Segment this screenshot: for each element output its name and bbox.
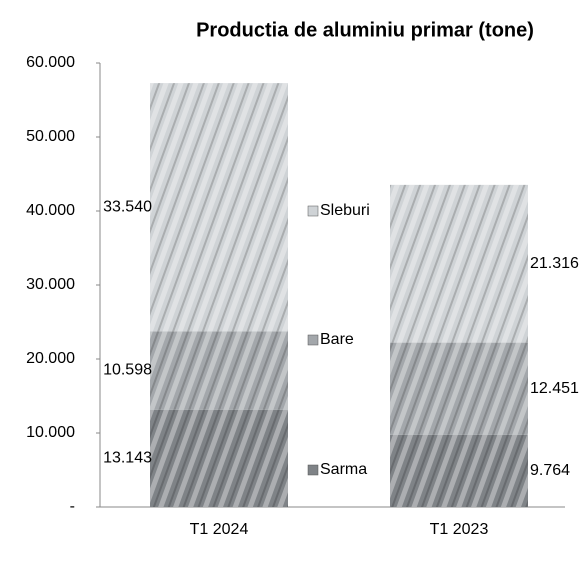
bar-texture <box>150 331 288 409</box>
y-tick-label: 50.000 <box>26 128 75 145</box>
legend-swatch <box>308 465 318 475</box>
legend-swatch <box>308 335 318 345</box>
y-tick-label: - <box>70 498 75 515</box>
data-label: 13.143 <box>103 450 152 467</box>
page: Productia de aluminiu primar (tone) - 10.… <box>0 0 582 566</box>
legend-label: Sarma <box>320 461 367 478</box>
x-tick-label: T1 2023 <box>430 521 489 538</box>
bar-texture <box>390 343 528 435</box>
y-tick-label: 20.000 <box>26 350 75 367</box>
bar-texture <box>390 185 528 343</box>
legend-label: Sleburi <box>320 202 370 219</box>
data-label: 21.316 <box>530 255 579 272</box>
y-tick-label: 40.000 <box>26 202 75 219</box>
bar-texture <box>150 410 288 507</box>
data-label: 10.598 <box>103 362 152 379</box>
y-tick-label: 60.000 <box>26 54 75 71</box>
y-tick-label: 10.000 <box>26 424 75 441</box>
data-label: 9.764 <box>530 462 570 479</box>
data-label: 33.540 <box>103 198 152 215</box>
y-tick-label: 30.000 <box>26 276 75 293</box>
legend-swatch <box>308 206 318 216</box>
bar-texture <box>390 435 528 507</box>
data-label: 12.451 <box>530 380 579 397</box>
chart: Productia de aluminiu primar (tone) - 10.… <box>0 0 582 566</box>
chart-title: Productia de aluminiu primar (tone) <box>196 19 534 41</box>
legend-label: Bare <box>320 331 354 348</box>
x-tick-label: T1 2024 <box>190 521 249 538</box>
bar-texture <box>150 83 288 331</box>
